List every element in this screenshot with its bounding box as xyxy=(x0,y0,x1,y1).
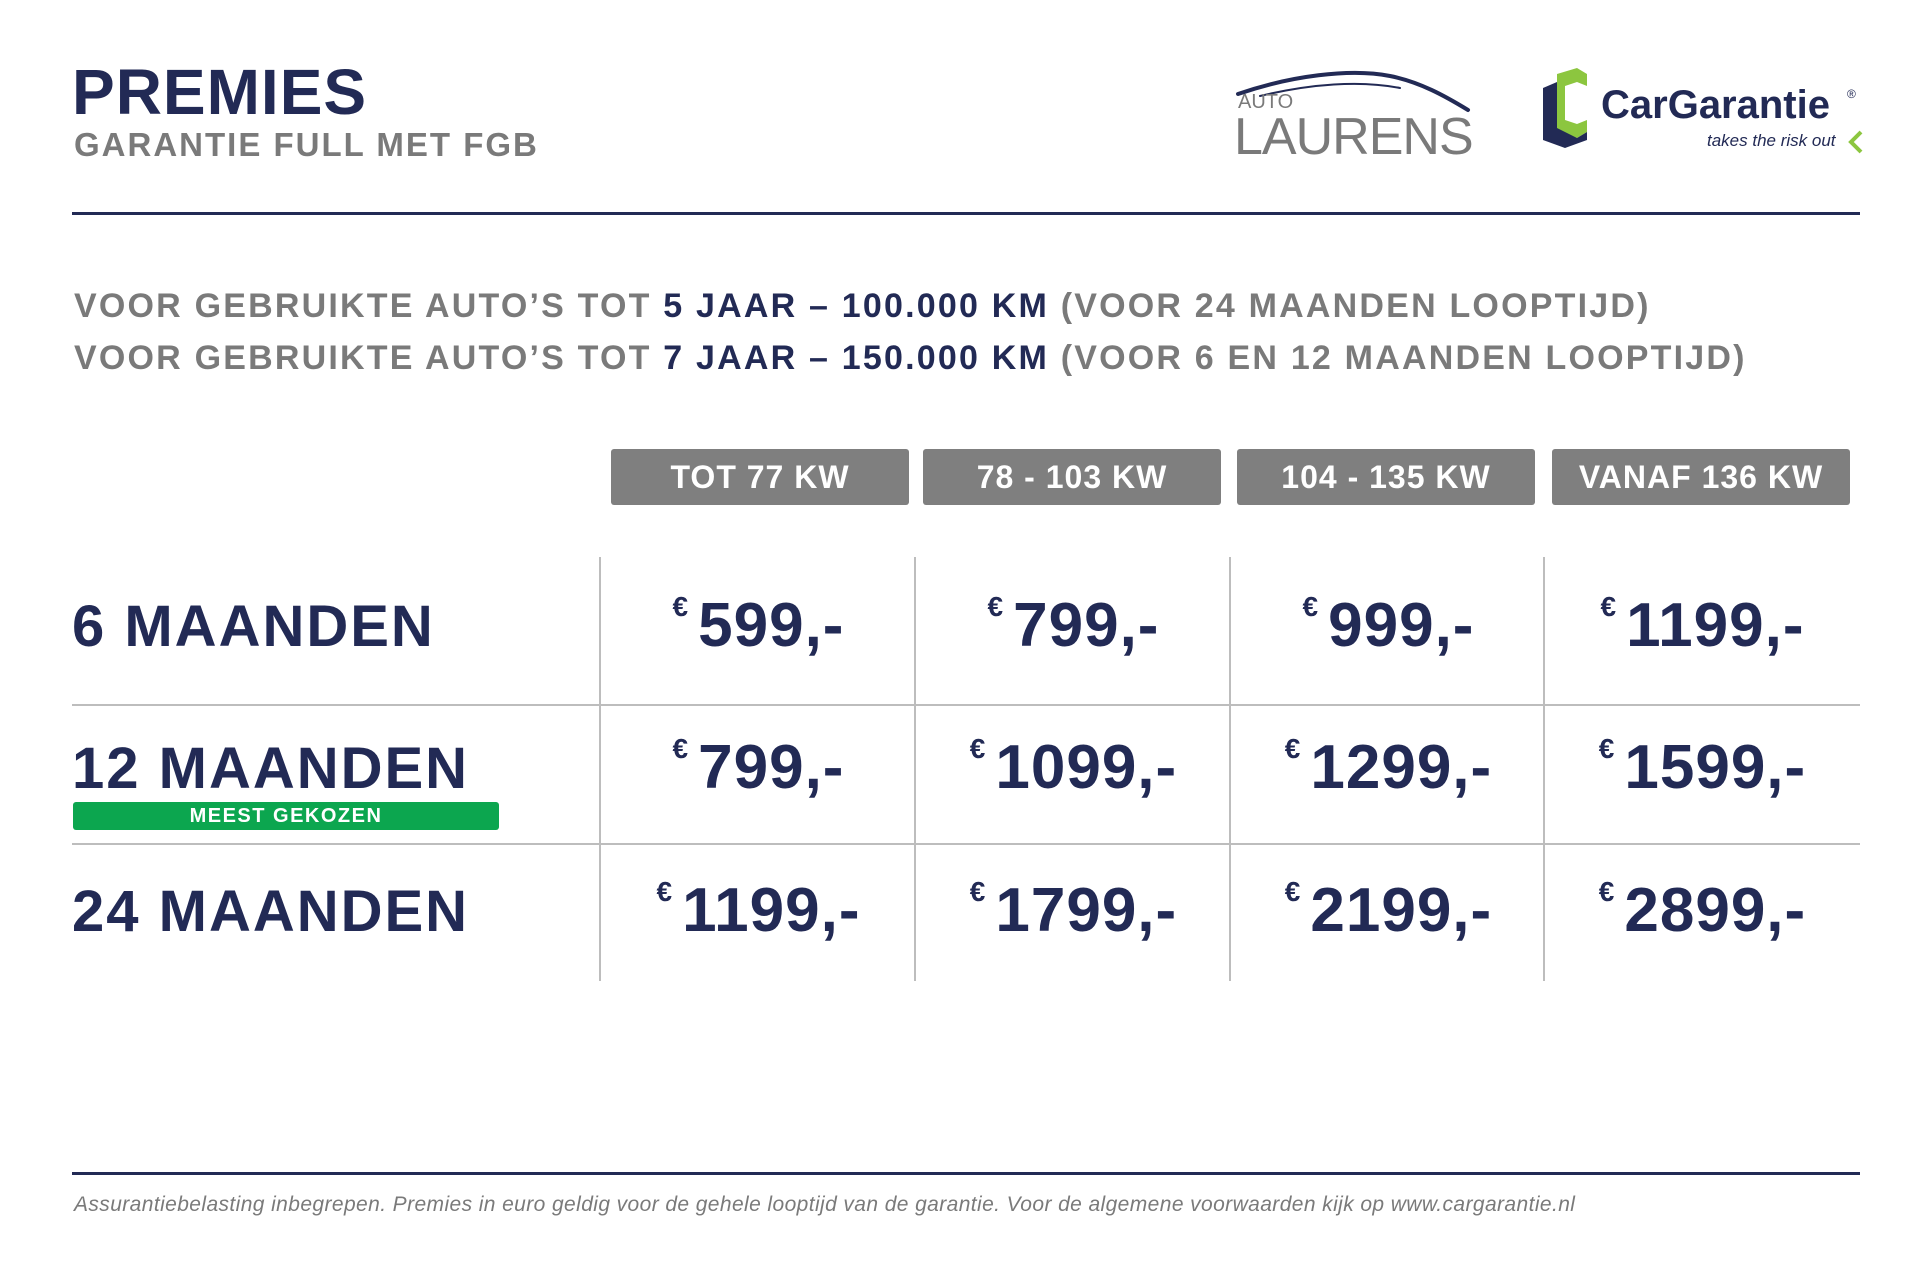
price-cell: €1199,- xyxy=(1545,593,1860,657)
info-line-1-highlight: 5 JAAR – 100.000 KM xyxy=(663,287,1050,325)
column-divider xyxy=(599,557,601,981)
euro-sign: € xyxy=(969,876,986,907)
column-divider xyxy=(1543,557,1545,981)
row-divider xyxy=(72,843,1860,845)
price-cell: €1599,- xyxy=(1545,735,1860,799)
price-cell: €799,- xyxy=(601,735,916,799)
page-subtitle: GARANTIE FULL MET FGB xyxy=(74,126,539,163)
euro-sign: € xyxy=(656,876,673,907)
euro-sign: € xyxy=(1598,876,1615,907)
euro-sign: € xyxy=(1302,591,1319,622)
info-line-2-prefix: VOOR GEBRUIKTE AUTO’S TOT xyxy=(74,339,664,377)
price-cell: €599,- xyxy=(601,593,916,657)
cargarantie-registered-mark: ® xyxy=(1847,87,1856,101)
price-amount: 2899,- xyxy=(1624,876,1807,945)
auto-laurens-logo: AUTO LAURENS xyxy=(1234,70,1474,166)
info-line-1-suffix: (VOOR 24 MAANDEN LOOPTIJD) xyxy=(1049,287,1651,325)
row-label-6-maanden: 6 MAANDEN xyxy=(72,594,435,659)
column-header-vanaf-136-kw: VANAF 136 KW xyxy=(1552,449,1850,505)
price-amount: 1599,- xyxy=(1624,733,1807,802)
euro-sign: € xyxy=(672,591,689,622)
price-cell: €1799,- xyxy=(916,878,1231,942)
euro-sign: € xyxy=(672,733,689,764)
price-amount: 999,- xyxy=(1328,591,1475,660)
cargarantie-logo-name: CarGarantie xyxy=(1601,83,1830,127)
row-label-24-maanden: 24 MAANDEN xyxy=(72,879,470,944)
column-divider xyxy=(1229,557,1231,981)
info-line-2-suffix: (VOOR 6 EN 12 MAANDEN LOOPTIJD) xyxy=(1049,339,1747,377)
cargarantie-tagline: takes the risk out xyxy=(1707,131,1837,150)
price-cell: €1099,- xyxy=(916,735,1231,799)
top-divider xyxy=(72,212,1860,215)
euro-sign: € xyxy=(1284,876,1301,907)
info-line-1-prefix: VOOR GEBRUIKTE AUTO’S TOT xyxy=(74,287,664,325)
price-amount: 1299,- xyxy=(1310,733,1493,802)
row-divider xyxy=(72,704,1860,706)
page-title: PREMIES xyxy=(72,56,368,128)
info-line-2: VOOR GEBRUIKTE AUTO’S TOT 7 JAAR – 150.0… xyxy=(74,341,1747,375)
price-amount: 1099,- xyxy=(995,733,1178,802)
price-amount: 1199,- xyxy=(1626,591,1805,660)
price-amount: 799,- xyxy=(1013,591,1160,660)
cargarantie-logo: CarGarantie ® takes the risk out xyxy=(1543,68,1863,154)
price-amount: 1199,- xyxy=(682,876,861,945)
price-amount: 599,- xyxy=(698,591,845,660)
price-cell: €2199,- xyxy=(1231,878,1546,942)
laurens-logo-small-text: AUTO xyxy=(1238,91,1293,113)
column-divider xyxy=(914,557,916,981)
row-label-12-maanden: 12 MAANDEN xyxy=(72,736,470,801)
price-amount: 1799,- xyxy=(995,876,1178,945)
info-line-2-highlight: 7 JAAR – 150.000 KM xyxy=(663,339,1050,377)
column-header-78-103-kw: 78 - 103 KW xyxy=(923,449,1221,505)
footer-disclaimer: Assurantiebelasting inbegrepen. Premies … xyxy=(74,1193,1576,1216)
price-amount: 799,- xyxy=(698,733,845,802)
bottom-divider xyxy=(72,1172,1860,1175)
meest-gekozen-badge: MEEST GEKOZEN xyxy=(73,802,499,830)
price-amount: 2199,- xyxy=(1310,876,1493,945)
euro-sign: € xyxy=(969,733,986,764)
euro-sign: € xyxy=(1284,733,1301,764)
info-line-1: VOOR GEBRUIKTE AUTO’S TOT 5 JAAR – 100.0… xyxy=(74,289,1651,323)
column-header-tot-77-kw: TOT 77 KW xyxy=(611,449,909,505)
euro-sign: € xyxy=(1598,733,1615,764)
laurens-logo-big-text: LAURENS xyxy=(1234,108,1473,166)
euro-sign: € xyxy=(1600,591,1617,622)
price-cell: €1199,- xyxy=(601,878,916,942)
price-cell: €799,- xyxy=(916,593,1231,657)
price-cell: €999,- xyxy=(1231,593,1546,657)
price-cell: €2899,- xyxy=(1545,878,1860,942)
column-header-104-135-kw: 104 - 135 KW xyxy=(1237,449,1535,505)
price-cell: €1299,- xyxy=(1231,735,1546,799)
euro-sign: € xyxy=(987,591,1004,622)
